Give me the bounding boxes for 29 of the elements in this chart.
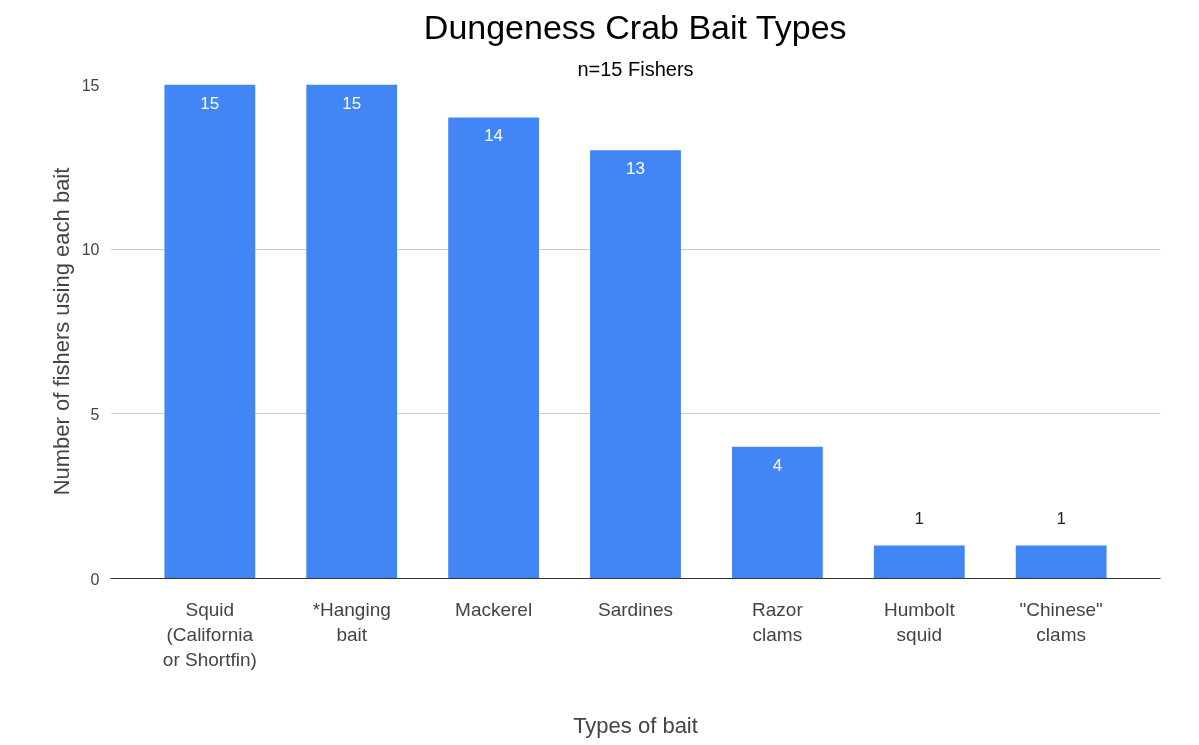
x-tick-label: Squid (California or Shortfin) [162, 598, 257, 670]
x-axis-title: Types of bait [573, 712, 698, 738]
y-tick-label: 15 [81, 76, 100, 94]
data-label: 13 [626, 159, 645, 179]
bar [873, 545, 965, 579]
y-tick-label: 0 [90, 570, 100, 588]
data-label: 15 [200, 93, 220, 113]
y-tick-label: 10 [81, 241, 100, 259]
data-label: 1 [1056, 508, 1066, 528]
bar [306, 84, 398, 579]
bar [731, 446, 823, 579]
bar [590, 150, 681, 579]
y-axis-title: Number of fishers using each bait [48, 167, 74, 496]
x-tick-label: *Hanging bait [312, 598, 391, 645]
chart-subtitle: n=15 Fishers [577, 57, 694, 80]
x-tick-label: Mackerel [455, 598, 533, 620]
bar [1015, 545, 1107, 579]
y-tick-label: 5 [90, 405, 100, 423]
bar [448, 117, 540, 579]
x-tick-label: Sardines [598, 598, 674, 620]
data-label: 15 [342, 93, 362, 113]
x-tick-label: "Chinese" clams [1019, 598, 1103, 645]
data-label: 14 [484, 126, 504, 146]
x-tick-label: Razor clams [752, 598, 804, 645]
data-label: 1 [914, 508, 925, 528]
chart-title: Dungeness Crab Bait Types [423, 7, 847, 46]
bar [164, 84, 256, 579]
data-label: 4 [772, 455, 783, 475]
x-tick-label: Humbolt squid [883, 598, 956, 645]
